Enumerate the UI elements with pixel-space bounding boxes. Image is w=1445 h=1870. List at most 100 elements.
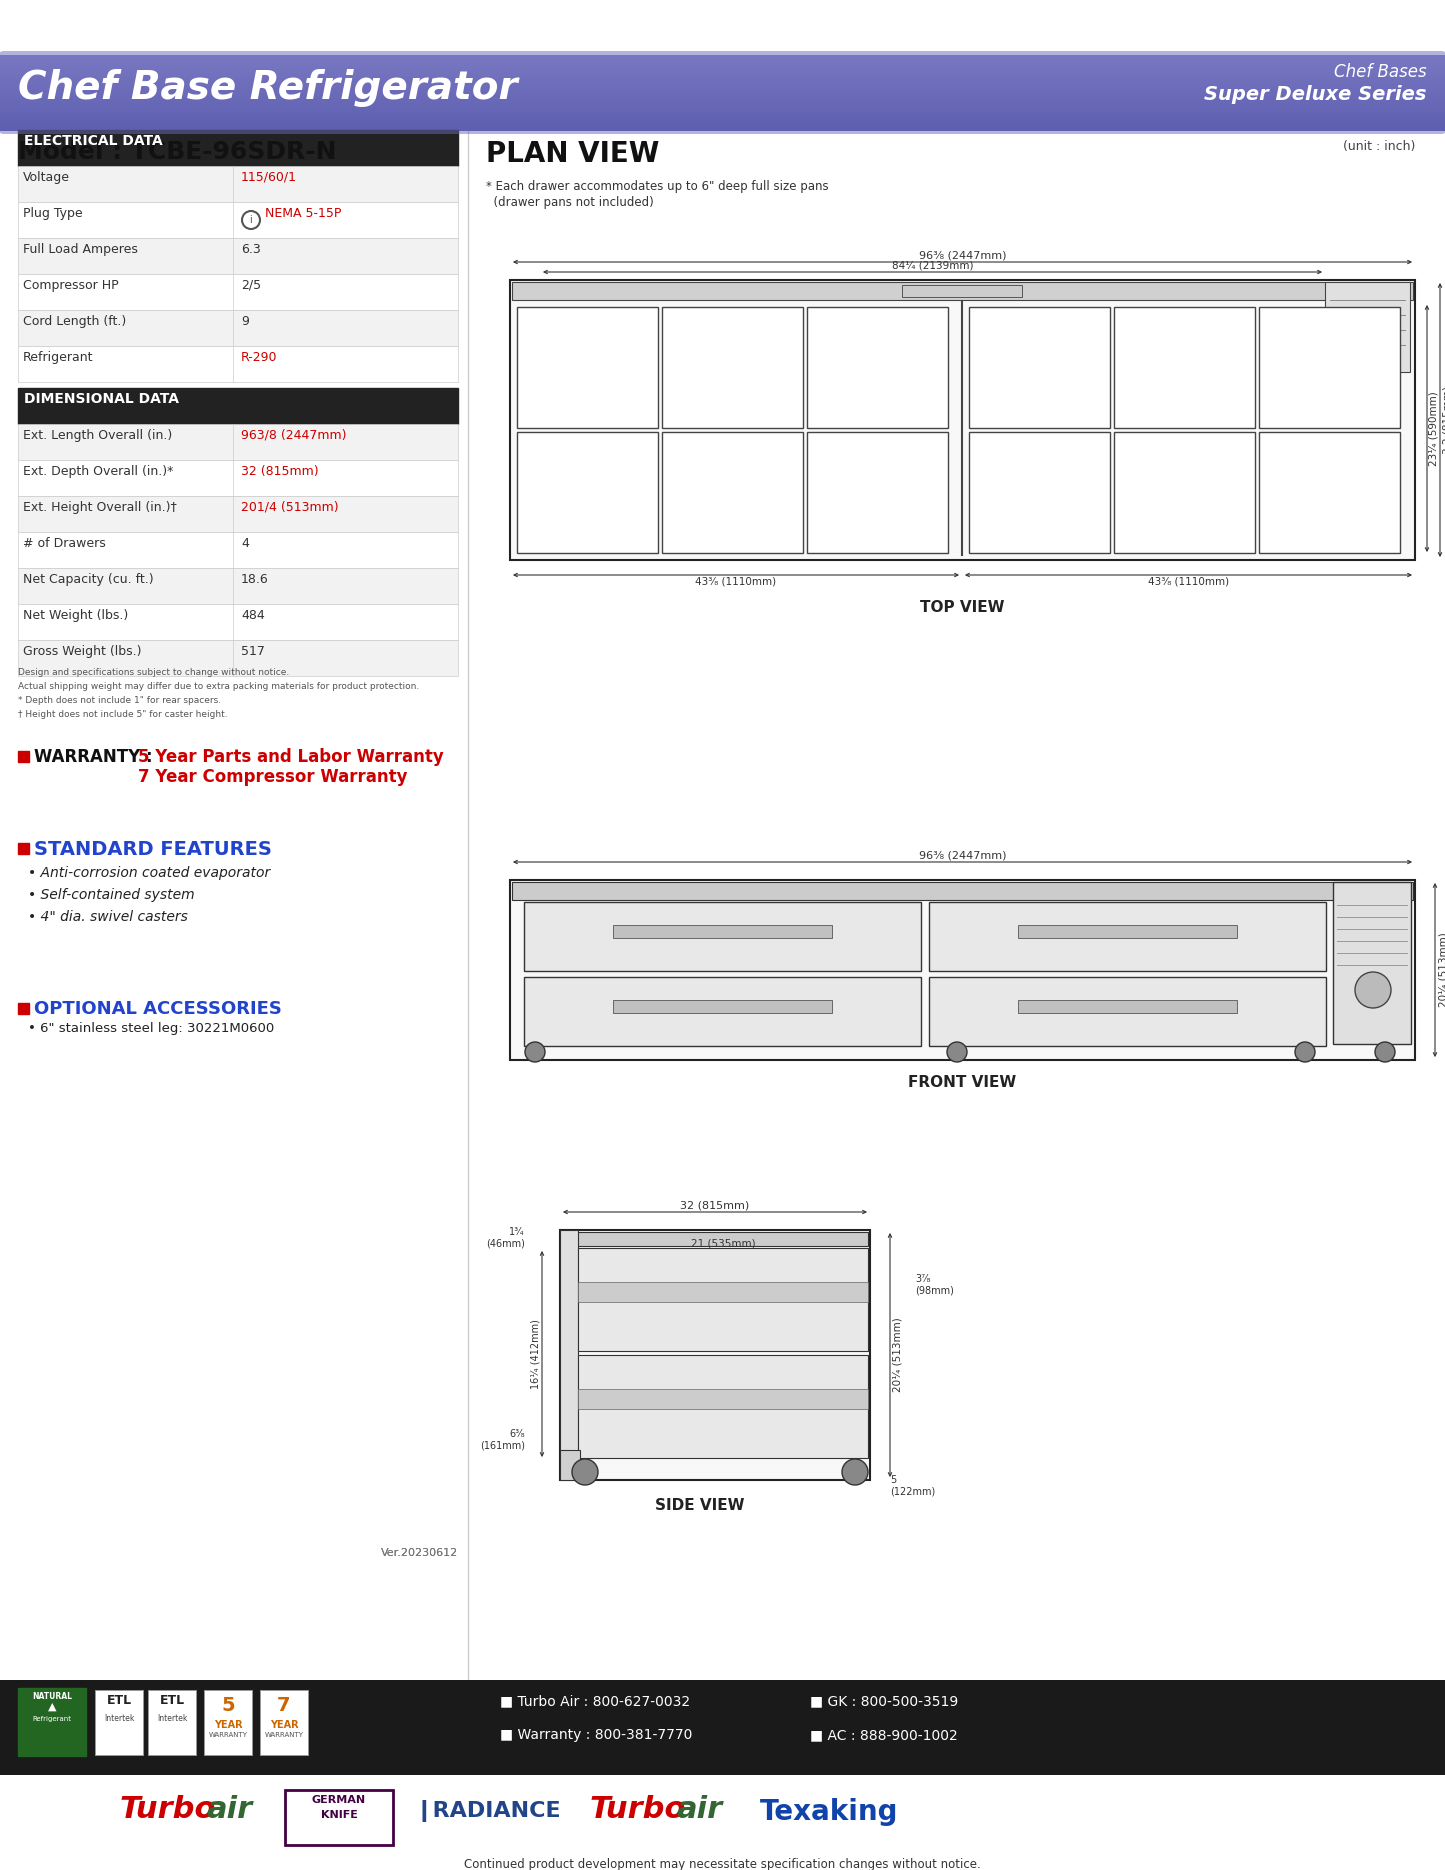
- Text: 5
(122mm): 5 (122mm): [890, 1475, 935, 1496]
- Bar: [0, 114, 1445, 118]
- Bar: [260, 1690, 308, 1756]
- Bar: [0, 120, 1445, 122]
- Text: ETL: ETL: [107, 1694, 131, 1707]
- Bar: [0, 105, 1445, 107]
- Bar: [613, 926, 832, 939]
- Bar: [0, 116, 1445, 118]
- Text: • Self-contained system: • Self-contained system: [27, 888, 195, 901]
- Bar: [0, 86, 1445, 88]
- Text: 20¹⁄₄ (513mm): 20¹⁄₄ (513mm): [893, 1318, 903, 1393]
- Text: Refrigerant: Refrigerant: [32, 1717, 71, 1722]
- Text: WARRANTY :: WARRANTY :: [35, 748, 153, 767]
- Text: PLAN VIEW: PLAN VIEW: [486, 140, 659, 168]
- Bar: [0, 92, 1445, 95]
- Circle shape: [842, 1459, 868, 1485]
- Text: Turbo: Turbo: [120, 1795, 217, 1823]
- Text: Refrigerant: Refrigerant: [23, 352, 94, 365]
- Bar: [17, 166, 458, 202]
- Bar: [561, 1230, 578, 1460]
- Bar: [0, 92, 1445, 94]
- Text: 517: 517: [241, 645, 264, 658]
- Text: Ext. Height Overall (in.)†: Ext. Height Overall (in.)†: [23, 501, 176, 514]
- Bar: [517, 432, 657, 554]
- Text: Net Weight (lbs.): Net Weight (lbs.): [23, 610, 129, 623]
- Text: 1³⁄₄
(46mm): 1³⁄₄ (46mm): [486, 1227, 525, 1249]
- Text: TOP VIEW: TOP VIEW: [920, 600, 1004, 615]
- Text: 5 Year Parts and Labor Warranty: 5 Year Parts and Labor Warranty: [139, 748, 444, 767]
- Text: YEAR: YEAR: [214, 1720, 243, 1730]
- Circle shape: [572, 1459, 598, 1485]
- Circle shape: [525, 1042, 545, 1062]
- Bar: [0, 90, 1445, 92]
- Bar: [0, 125, 1445, 127]
- Text: NEMA 5-15P: NEMA 5-15P: [264, 208, 341, 221]
- Bar: [512, 282, 1413, 299]
- Text: Chef Bases: Chef Bases: [1334, 64, 1428, 80]
- Text: SIDE VIEW: SIDE VIEW: [655, 1498, 744, 1513]
- Bar: [0, 69, 1445, 71]
- Bar: [517, 307, 657, 428]
- Bar: [510, 881, 1415, 1060]
- Text: # of Drawers: # of Drawers: [23, 537, 105, 550]
- Text: 3⁷⁄₈
(98mm): 3⁷⁄₈ (98mm): [915, 1273, 954, 1296]
- Bar: [0, 125, 1445, 127]
- Bar: [1325, 282, 1410, 372]
- Bar: [0, 97, 1445, 99]
- Text: ▲: ▲: [48, 1702, 56, 1713]
- Text: Texaking: Texaking: [760, 1797, 899, 1825]
- Text: • Anti-corrosion coated evaporator: • Anti-corrosion coated evaporator: [27, 866, 270, 881]
- Bar: [0, 122, 1445, 123]
- Bar: [0, 71, 1445, 73]
- Text: Design and specifications subject to change without notice.: Design and specifications subject to cha…: [17, 668, 289, 677]
- Bar: [1114, 432, 1256, 554]
- Text: 32 (815mm): 32 (815mm): [681, 1201, 750, 1210]
- Bar: [17, 202, 458, 237]
- Bar: [0, 99, 1445, 103]
- Text: GERMAN: GERMAN: [312, 1795, 366, 1805]
- Bar: [17, 531, 458, 568]
- Text: FRONT VIEW: FRONT VIEW: [909, 1075, 1017, 1090]
- Text: Continued product development may necessitate specification changes without noti: Continued product development may necess…: [464, 1859, 981, 1870]
- Bar: [0, 54, 1445, 56]
- Bar: [95, 1690, 143, 1756]
- Bar: [17, 275, 458, 310]
- Text: Actual shipping weight may differ due to extra packing materials for product pro: Actual shipping weight may differ due to…: [17, 683, 419, 692]
- Bar: [0, 73, 1445, 75]
- Circle shape: [1355, 972, 1392, 1008]
- Text: WARRANTY: WARRANTY: [208, 1732, 247, 1737]
- Text: Chef Base Refrigerator: Chef Base Refrigerator: [17, 69, 517, 107]
- Bar: [0, 103, 1445, 107]
- Bar: [0, 122, 1445, 123]
- Bar: [970, 432, 1110, 554]
- Text: 9: 9: [241, 314, 249, 327]
- Bar: [17, 387, 458, 424]
- Bar: [1019, 1000, 1237, 1014]
- Text: ELECTRICAL DATA: ELECTRICAL DATA: [25, 135, 163, 148]
- Bar: [0, 88, 1445, 90]
- Bar: [0, 90, 1445, 92]
- Bar: [902, 284, 1022, 297]
- Bar: [0, 95, 1445, 99]
- Text: DIMENSIONAL DATA: DIMENSIONAL DATA: [25, 393, 179, 406]
- Text: Intertek: Intertek: [158, 1715, 188, 1722]
- Bar: [0, 129, 1445, 131]
- Text: KNIFE: KNIFE: [321, 1810, 357, 1820]
- Text: ■ GK : 800-500-3519: ■ GK : 800-500-3519: [811, 1694, 958, 1707]
- Bar: [1114, 307, 1256, 428]
- Bar: [806, 307, 948, 428]
- Bar: [929, 901, 1327, 971]
- Bar: [17, 496, 458, 531]
- Bar: [0, 97, 1445, 101]
- Bar: [0, 75, 1445, 77]
- Text: 3.2 (815mm): 3.2 (815mm): [1444, 385, 1445, 454]
- Text: Plug Type: Plug Type: [23, 208, 82, 221]
- Bar: [0, 88, 1445, 90]
- Text: ■ Turbo Air : 800-627-0032: ■ Turbo Air : 800-627-0032: [500, 1694, 691, 1707]
- Bar: [0, 94, 1445, 95]
- Bar: [0, 120, 1445, 122]
- FancyBboxPatch shape: [0, 50, 1445, 135]
- Bar: [0, 79, 1445, 80]
- Bar: [0, 60, 1445, 62]
- Bar: [17, 752, 29, 761]
- Bar: [17, 460, 458, 496]
